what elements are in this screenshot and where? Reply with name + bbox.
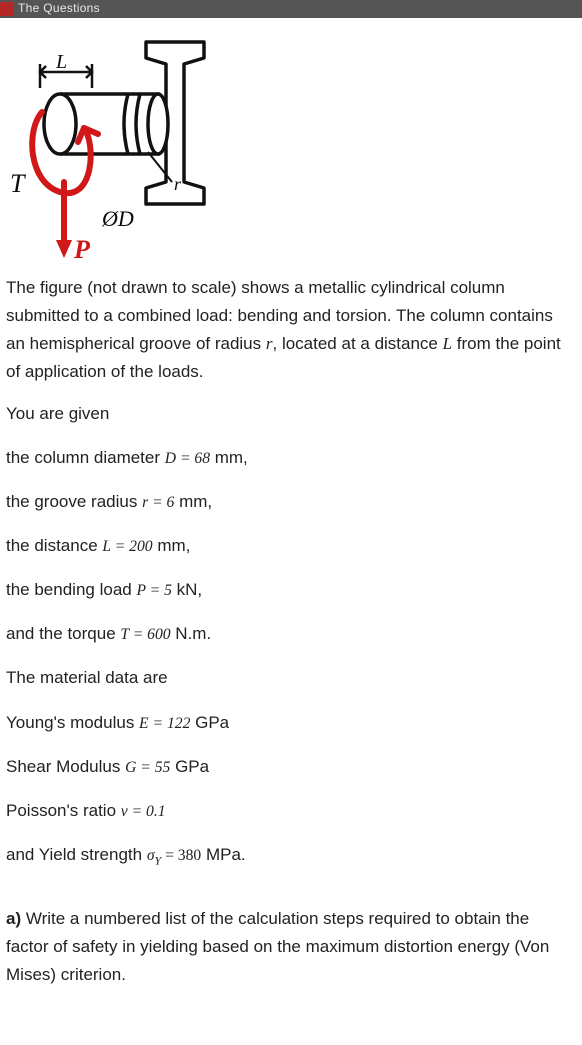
header-accent-icon: [0, 2, 14, 16]
yield-line: and Yield strength σY = 380 MPa.: [6, 841, 576, 871]
torque-line: and the torque T = 600 N.m.: [6, 620, 576, 648]
intro-L: L: [443, 334, 452, 353]
fig-label-P: P: [73, 235, 91, 262]
poisson-line: Poisson's ratio ν = 0.1: [6, 797, 576, 825]
ys-unit: MPa.: [201, 845, 245, 864]
diameter-line: the column diameter D = 68 mm,: [6, 444, 576, 472]
fig-label-OD: ØD: [101, 206, 134, 231]
torque-lead: and the torque: [6, 624, 120, 643]
groove-lead: the groove radius: [6, 492, 142, 511]
fig-label-L: L: [55, 51, 67, 73]
bend-unit: kN,: [172, 580, 202, 599]
part-a-text: Write a numbered list of the calculation…: [6, 909, 549, 984]
sm-eq: G = 55: [125, 759, 170, 776]
dist-lead: the distance: [6, 536, 102, 555]
dist-unit: mm,: [153, 536, 191, 555]
figure-container: L T P r ØD: [0, 18, 582, 266]
diam-unit: mm,: [210, 448, 248, 467]
material-lead: The material data are: [6, 664, 576, 692]
young-line: Young's modulus E = 122 GPa: [6, 709, 576, 737]
ym-lead: Young's modulus: [6, 713, 139, 732]
intro-paragraph: The figure (not drawn to scale) shows a …: [6, 274, 576, 386]
part-a-label: a): [6, 909, 21, 928]
ys-sym: σ: [147, 847, 155, 864]
intro-mid: , located at a distance: [273, 334, 443, 353]
bend-eq: P = 5: [136, 582, 171, 599]
groove-line: the groove radius r = 6 mm,: [6, 488, 576, 516]
ym-eq: E = 122: [139, 715, 190, 732]
ys-lead: and Yield strength: [6, 845, 147, 864]
fig-label-T: T: [10, 169, 26, 198]
torque-unit: N.m.: [171, 624, 212, 643]
intro-r: r: [266, 334, 273, 353]
given-lead: You are given: [6, 400, 576, 428]
header-bar: The Questions: [0, 0, 582, 18]
header-tab-text: The Questions: [18, 0, 100, 16]
fig-label-r: r: [174, 174, 182, 194]
dist-eq: L = 200: [102, 538, 152, 555]
pr-eq: ν = 0.1: [121, 803, 166, 820]
sm-lead: Shear Modulus: [6, 757, 125, 776]
diam-eq: D = 68: [165, 450, 210, 467]
groove-unit: mm,: [174, 492, 212, 511]
spacer: [6, 887, 576, 905]
diam-lead: the column diameter: [6, 448, 165, 467]
shear-line: Shear Modulus G = 55 GPa: [6, 753, 576, 781]
pr-lead: Poisson's ratio: [6, 801, 121, 820]
distance-line: the distance L = 200 mm,: [6, 532, 576, 560]
problem-text: The figure (not drawn to scale) shows a …: [0, 266, 582, 1033]
torque-eq: T = 600: [120, 626, 170, 643]
part-a-paragraph: a) Write a numbered list of the calculat…: [6, 905, 576, 989]
ys-eq: = 380: [161, 847, 201, 864]
groove-eq: r = 6: [142, 494, 174, 511]
bending-line: the bending load P = 5 kN,: [6, 576, 576, 604]
problem-figure: L T P r ØD: [8, 32, 220, 262]
bend-lead: the bending load: [6, 580, 136, 599]
sm-unit: GPa: [170, 757, 209, 776]
ym-unit: GPa: [190, 713, 229, 732]
